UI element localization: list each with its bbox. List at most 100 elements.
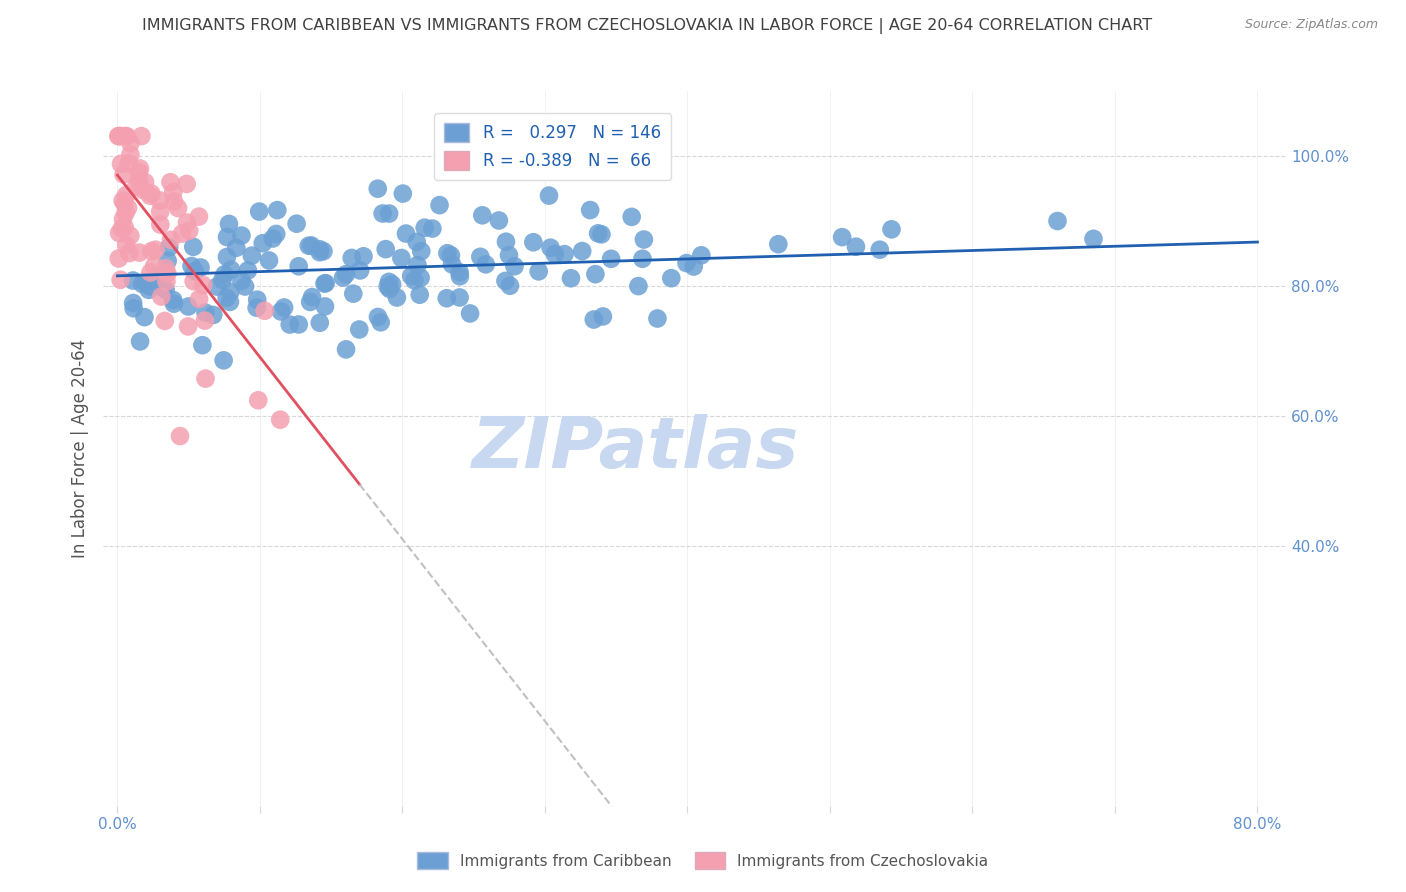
Point bbox=[308, 242, 330, 256]
Point bbox=[592, 310, 614, 324]
Point bbox=[436, 246, 458, 260]
Point bbox=[125, 179, 148, 194]
Point bbox=[503, 259, 526, 273]
Point bbox=[179, 224, 201, 238]
Point bbox=[404, 273, 426, 287]
Point bbox=[560, 271, 582, 285]
Point bbox=[149, 194, 172, 208]
Point bbox=[114, 220, 136, 235]
Point bbox=[269, 413, 291, 427]
Text: Source: ZipAtlas.com: Source: ZipAtlas.com bbox=[1244, 18, 1378, 31]
Point bbox=[308, 316, 330, 330]
Point bbox=[132, 183, 155, 197]
Point bbox=[114, 129, 136, 144]
Point bbox=[141, 244, 163, 259]
Point bbox=[308, 245, 330, 260]
Point bbox=[180, 259, 202, 273]
Point bbox=[285, 217, 308, 231]
Point bbox=[176, 177, 198, 191]
Point bbox=[202, 308, 225, 322]
Point bbox=[413, 220, 436, 235]
Point bbox=[620, 210, 643, 224]
Point bbox=[405, 235, 427, 249]
Point bbox=[378, 206, 401, 220]
Point bbox=[212, 353, 235, 368]
Point bbox=[499, 278, 522, 293]
Point bbox=[120, 147, 142, 161]
Point bbox=[474, 257, 496, 271]
Point bbox=[122, 301, 145, 316]
Point bbox=[411, 244, 433, 259]
Point bbox=[219, 294, 242, 309]
Point bbox=[335, 343, 357, 357]
Point bbox=[114, 205, 136, 219]
Point bbox=[131, 277, 153, 291]
Point bbox=[112, 196, 135, 211]
Point bbox=[117, 201, 139, 215]
Point bbox=[134, 175, 156, 189]
Point bbox=[370, 315, 392, 329]
Point bbox=[145, 243, 167, 257]
Legend: R =   0.297   N = 146, R = -0.389   N =  66: R = 0.297 N = 146, R = -0.389 N = 66 bbox=[434, 113, 671, 180]
Point bbox=[406, 258, 429, 272]
Point bbox=[155, 261, 177, 276]
Point bbox=[266, 203, 288, 218]
Point bbox=[633, 232, 655, 246]
Point bbox=[627, 279, 650, 293]
Point bbox=[353, 249, 375, 263]
Point bbox=[1083, 232, 1105, 246]
Point bbox=[128, 165, 150, 179]
Point bbox=[349, 263, 371, 277]
Point bbox=[167, 201, 190, 215]
Point bbox=[471, 208, 494, 222]
Point bbox=[120, 136, 142, 150]
Point bbox=[527, 264, 550, 278]
Point bbox=[150, 269, 173, 284]
Point bbox=[537, 188, 560, 202]
Point bbox=[190, 260, 212, 275]
Point bbox=[287, 260, 309, 274]
Point bbox=[631, 252, 654, 266]
Point bbox=[378, 282, 401, 296]
Point bbox=[138, 283, 160, 297]
Point bbox=[163, 296, 186, 310]
Point bbox=[139, 265, 162, 279]
Point bbox=[579, 202, 602, 217]
Y-axis label: In Labor Force | Age 20-64: In Labor Force | Age 20-64 bbox=[72, 339, 89, 558]
Text: IMMIGRANTS FROM CARIBBEAN VS IMMIGRANTS FROM CZECHOSLOVAKIA IN LABOR FORCE | AGE: IMMIGRANTS FROM CARIBBEAN VS IMMIGRANTS … bbox=[142, 18, 1152, 34]
Point bbox=[194, 305, 217, 319]
Point bbox=[449, 265, 471, 279]
Point bbox=[409, 270, 432, 285]
Point bbox=[264, 227, 287, 241]
Point bbox=[128, 174, 150, 188]
Point bbox=[156, 254, 179, 268]
Point bbox=[831, 230, 853, 244]
Point bbox=[162, 293, 184, 307]
Point bbox=[143, 259, 166, 273]
Point bbox=[150, 289, 173, 303]
Point bbox=[262, 231, 284, 245]
Point bbox=[194, 313, 217, 327]
Point bbox=[170, 227, 193, 241]
Point bbox=[395, 227, 418, 241]
Point bbox=[301, 290, 323, 304]
Point bbox=[278, 318, 301, 332]
Point bbox=[371, 206, 394, 220]
Point bbox=[314, 277, 336, 291]
Point bbox=[122, 273, 145, 287]
Point bbox=[845, 240, 868, 254]
Point bbox=[139, 188, 162, 202]
Point bbox=[869, 243, 891, 257]
Point bbox=[488, 213, 510, 227]
Point bbox=[159, 175, 181, 189]
Point bbox=[385, 291, 408, 305]
Point bbox=[214, 268, 236, 282]
Point bbox=[111, 221, 134, 235]
Point bbox=[340, 251, 363, 265]
Point bbox=[441, 257, 464, 271]
Point bbox=[252, 236, 274, 251]
Point bbox=[571, 244, 593, 258]
Point bbox=[115, 129, 138, 144]
Point bbox=[134, 276, 156, 290]
Point bbox=[409, 287, 432, 301]
